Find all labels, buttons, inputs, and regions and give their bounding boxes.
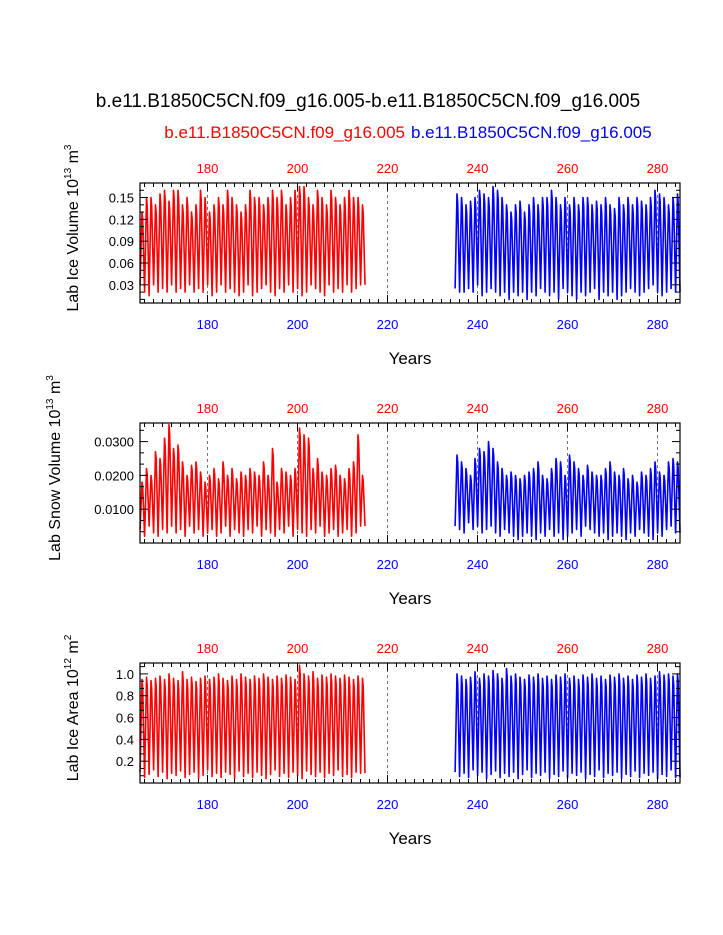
y-axis-label-exponent: 12	[63, 658, 74, 670]
y-axis-label-unit: m	[47, 381, 64, 399]
x-tick-label-bottom: 240	[467, 797, 489, 812]
x-tick-label-bottom: 200	[287, 557, 309, 572]
x-tick-label-top: 220	[377, 401, 399, 416]
x-tick-label-top: 240	[467, 641, 489, 656]
x-tick-label-bottom: 180	[197, 797, 219, 812]
plot-frame	[139, 422, 681, 544]
x-tick-label-top: 260	[557, 401, 579, 416]
y-axis-label: Lab Ice Area 1012 m2	[63, 634, 82, 781]
y-axis-label: Lab Ice Volume 1013 m3	[63, 144, 82, 311]
x-tick-label-bottom: 280	[647, 317, 669, 332]
x-tick-label-top: 240	[467, 401, 489, 416]
panel-snow-volume: 180 180 200 200 220 220 240 240 260 260 280 280 0.01…	[45, 375, 681, 608]
x-tick-label-top: 180	[197, 161, 219, 176]
subtitle-left: b.e11.B1850C5CN.f09_g16.005	[164, 123, 405, 142]
x-tick-label-top: 240	[467, 161, 489, 176]
y-tick-label: 0.8	[116, 689, 134, 704]
x-axis-label: Years	[389, 829, 432, 848]
y-tick-label: 0.12	[109, 212, 134, 227]
x-tick-label-bottom: 260	[557, 317, 579, 332]
y-axis-label-unit-exponent: 3	[63, 144, 74, 150]
x-tick-label-top: 220	[377, 641, 399, 656]
subtitle-right: b.e11.B1850C5CN.f09_g16.005	[411, 123, 652, 142]
y-axis-label-exponent: 13	[45, 398, 56, 410]
y-axis-label-unit: m	[65, 150, 82, 168]
y-tick-label: 1.0	[116, 667, 134, 682]
x-tick-label-top: 280	[647, 401, 669, 416]
panel-ice-area: 180 180 200 200 220 220 240 240 260 260 280 280 0.2 0…	[63, 634, 681, 848]
x-tick-label-bottom: 260	[557, 557, 579, 572]
x-tick-label-bottom: 260	[557, 797, 579, 812]
y-axis-label-text: Lab Snow Volume 10	[47, 410, 64, 561]
y-axis-label-unit-exponent: 2	[63, 634, 74, 640]
x-tick-label-top: 180	[197, 401, 219, 416]
plot-frame	[139, 182, 681, 304]
x-tick-label-bottom: 280	[647, 557, 669, 572]
y-tick-label: 0.0300	[94, 435, 134, 450]
x-tick-label-bottom: 200	[287, 317, 309, 332]
x-tick-label-bottom: 240	[467, 557, 489, 572]
x-tick-label-top: 260	[557, 641, 579, 656]
x-tick-label-bottom: 240	[467, 317, 489, 332]
x-tick-label-top: 200	[287, 641, 309, 656]
x-tick-label-bottom: 220	[377, 797, 399, 812]
y-tick-label: 0.03	[109, 278, 134, 293]
y-tick-label: 0.0100	[94, 502, 134, 517]
y-axis-label: Lab Snow Volume 1013 m3	[45, 375, 64, 561]
x-tick-label-top: 200	[287, 161, 309, 176]
y-axis-label-unit: m	[65, 640, 82, 658]
x-tick-label-bottom: 200	[287, 797, 309, 812]
x-tick-label-top: 200	[287, 401, 309, 416]
series-line-0	[139, 185, 366, 297]
x-axis-label: Years	[389, 589, 432, 608]
x-tick-label-bottom: 220	[377, 317, 399, 332]
x-tick-label-bottom: 220	[377, 557, 399, 572]
x-tick-label-bottom: 280	[647, 797, 669, 812]
x-tick-label-top: 280	[647, 641, 669, 656]
y-tick-label: 0.0200	[94, 468, 134, 483]
y-tick-label: 0.6	[116, 711, 134, 726]
series-line-0	[139, 664, 366, 780]
panel-ice-volume: 180 180 200 200 220 220 240 240 260 260 280 280 0.03…	[63, 144, 681, 368]
x-tick-label-bottom: 180	[197, 317, 219, 332]
x-tick-label-bottom: 180	[197, 557, 219, 572]
x-tick-label-top: 180	[197, 641, 219, 656]
figure-title: b.e11.B1850C5CN.f09_g16.005-b.e11.B1850C…	[96, 91, 640, 112]
plot-frame	[139, 662, 681, 784]
y-tick-label: 0.09	[109, 234, 134, 249]
y-axis-label-text: Lab Ice Area 10	[65, 669, 82, 781]
x-tick-label-top: 220	[377, 161, 399, 176]
y-tick-label: 0.15	[109, 191, 134, 206]
y-axis-label-text: Lab Ice Volume 10	[65, 179, 82, 312]
y-tick-label: 0.4	[116, 732, 134, 747]
x-axis-label: Years	[389, 349, 432, 368]
y-axis-label-unit-exponent: 3	[45, 375, 56, 381]
series-line-1	[454, 185, 681, 301]
y-tick-label: 0.06	[109, 256, 134, 271]
x-tick-label-top: 280	[647, 161, 669, 176]
x-tick-label-top: 260	[557, 161, 579, 176]
series-line-0	[139, 423, 366, 537]
y-axis-label-exponent: 13	[63, 167, 74, 179]
y-tick-label: 0.2	[116, 754, 134, 769]
